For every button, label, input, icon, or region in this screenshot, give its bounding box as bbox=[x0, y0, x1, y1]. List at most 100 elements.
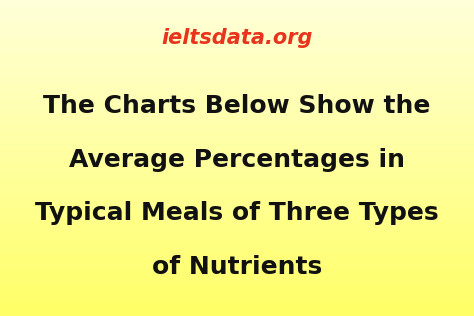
Bar bbox=[0, 259, 474, 260]
Bar bbox=[0, 94, 474, 95]
Bar bbox=[0, 175, 474, 176]
Bar bbox=[0, 204, 474, 205]
Bar bbox=[0, 264, 474, 265]
Bar bbox=[0, 284, 474, 285]
Bar bbox=[0, 56, 474, 57]
Bar bbox=[0, 66, 474, 67]
Bar bbox=[0, 197, 474, 198]
Bar bbox=[0, 273, 474, 274]
Bar bbox=[0, 200, 474, 201]
Bar bbox=[0, 22, 474, 23]
Bar bbox=[0, 125, 474, 126]
Bar bbox=[0, 112, 474, 113]
Bar bbox=[0, 27, 474, 28]
Bar bbox=[0, 216, 474, 217]
Bar bbox=[0, 306, 474, 307]
Bar bbox=[0, 104, 474, 105]
Bar bbox=[0, 103, 474, 104]
Bar bbox=[0, 60, 474, 61]
Bar bbox=[0, 167, 474, 168]
Bar bbox=[0, 72, 474, 73]
Bar bbox=[0, 75, 474, 76]
Text: of Nutrients: of Nutrients bbox=[152, 255, 322, 279]
Text: ieltsdata.org: ieltsdata.org bbox=[161, 28, 313, 48]
Bar bbox=[0, 121, 474, 122]
Bar bbox=[0, 211, 474, 212]
Bar bbox=[0, 117, 474, 118]
Bar bbox=[0, 59, 474, 60]
Bar bbox=[0, 108, 474, 110]
Bar bbox=[0, 193, 474, 194]
Bar bbox=[0, 139, 474, 140]
Bar bbox=[0, 78, 474, 79]
Bar bbox=[0, 154, 474, 155]
Bar bbox=[0, 178, 474, 179]
Bar bbox=[0, 210, 474, 211]
Bar bbox=[0, 14, 474, 15]
Bar bbox=[0, 69, 474, 70]
Bar bbox=[0, 159, 474, 160]
Bar bbox=[0, 294, 474, 295]
Bar bbox=[0, 208, 474, 209]
Bar bbox=[0, 202, 474, 203]
Bar bbox=[0, 302, 474, 303]
Bar bbox=[0, 99, 474, 100]
Bar bbox=[0, 64, 474, 65]
Bar bbox=[0, 144, 474, 145]
Bar bbox=[0, 93, 474, 94]
Bar bbox=[0, 98, 474, 99]
Bar bbox=[0, 279, 474, 280]
Bar bbox=[0, 239, 474, 240]
Bar bbox=[0, 299, 474, 300]
Bar bbox=[0, 314, 474, 315]
Bar bbox=[0, 3, 474, 4]
Bar bbox=[0, 201, 474, 202]
Bar bbox=[0, 300, 474, 301]
Bar bbox=[0, 153, 474, 154]
Bar bbox=[0, 74, 474, 75]
Bar bbox=[0, 170, 474, 171]
Bar bbox=[0, 101, 474, 102]
Bar bbox=[0, 41, 474, 42]
Bar bbox=[0, 36, 474, 37]
Text: Typical Meals of Three Types: Typical Meals of Three Types bbox=[35, 201, 439, 225]
Bar bbox=[0, 12, 474, 13]
Bar bbox=[0, 35, 474, 36]
Text: Average Percentages in: Average Percentages in bbox=[69, 148, 405, 172]
Bar bbox=[0, 237, 474, 238]
Bar bbox=[0, 18, 474, 19]
Bar bbox=[0, 63, 474, 64]
Bar bbox=[0, 42, 474, 43]
Bar bbox=[0, 130, 474, 131]
Bar bbox=[0, 313, 474, 314]
Bar bbox=[0, 19, 474, 20]
Bar bbox=[0, 192, 474, 193]
Bar bbox=[0, 137, 474, 138]
Bar bbox=[0, 61, 474, 62]
Bar bbox=[0, 62, 474, 63]
Bar bbox=[0, 184, 474, 185]
Bar bbox=[0, 165, 474, 167]
Bar bbox=[0, 271, 474, 272]
Bar bbox=[0, 21, 474, 22]
Bar bbox=[0, 95, 474, 96]
Bar bbox=[0, 194, 474, 195]
Bar bbox=[0, 10, 474, 12]
Bar bbox=[0, 80, 474, 81]
Bar bbox=[0, 235, 474, 236]
Bar bbox=[0, 141, 474, 142]
Bar bbox=[0, 16, 474, 17]
Bar bbox=[0, 250, 474, 251]
Bar bbox=[0, 251, 474, 252]
Bar bbox=[0, 38, 474, 39]
Bar bbox=[0, 100, 474, 101]
Bar bbox=[0, 265, 474, 266]
Bar bbox=[0, 199, 474, 200]
Bar bbox=[0, 185, 474, 186]
Bar bbox=[0, 296, 474, 297]
Bar bbox=[0, 173, 474, 174]
Bar bbox=[0, 249, 474, 250]
Bar bbox=[0, 269, 474, 270]
Bar bbox=[0, 0, 474, 1]
Bar bbox=[0, 179, 474, 180]
